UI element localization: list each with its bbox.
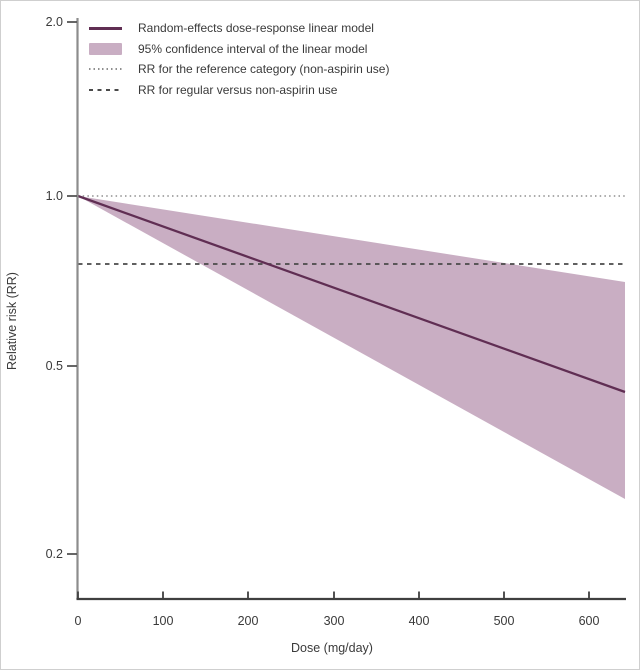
x-tick-label: 300 <box>324 614 345 628</box>
x-tick-label: 600 <box>579 614 600 628</box>
x-tick-label: 100 <box>153 614 174 628</box>
legend-item-model: Random-effects dose-response linear mode… <box>89 18 389 39</box>
y-tick-label: 2.0 <box>46 15 63 29</box>
x-tick-label: 500 <box>494 614 515 628</box>
confidence-band <box>78 196 625 499</box>
y-axis-title: Relative risk (RR) <box>5 272 19 370</box>
y-tick-label: 0.5 <box>46 359 63 373</box>
band-swatch-icon <box>89 42 124 55</box>
legend-label: RR for the reference category (non-aspir… <box>138 62 390 77</box>
legend-item-confidence-interval: 95% confidence interval of the linear mo… <box>89 39 389 60</box>
x-tick-label: 200 <box>238 614 259 628</box>
dotted-line-swatch-icon <box>89 68 124 71</box>
legend-label: RR for regular versus non-aspirin use <box>138 83 338 98</box>
solid-line-swatch-icon <box>89 27 124 30</box>
model-line <box>77 194 626 394</box>
legend-label: 95% confidence interval of the linear mo… <box>138 41 368 56</box>
y-tick-label: 1.0 <box>46 189 63 203</box>
x-tick-label: 400 <box>409 614 430 628</box>
x-axis-title: Dose (mg/day) <box>291 641 373 655</box>
legend-item-reference-category: RR for the reference category (non-aspir… <box>89 59 389 80</box>
x-tick-label: 0 <box>75 614 82 628</box>
y-tick-label: 0.2 <box>46 547 63 561</box>
dashed-line-swatch-icon <box>89 89 124 92</box>
legend-label: Random-effects dose-response linear mode… <box>138 21 374 36</box>
legend-item-regular-use: RR for regular versus non-aspirin use <box>89 80 389 101</box>
legend: Random-effects dose-response linear mode… <box>89 18 389 100</box>
